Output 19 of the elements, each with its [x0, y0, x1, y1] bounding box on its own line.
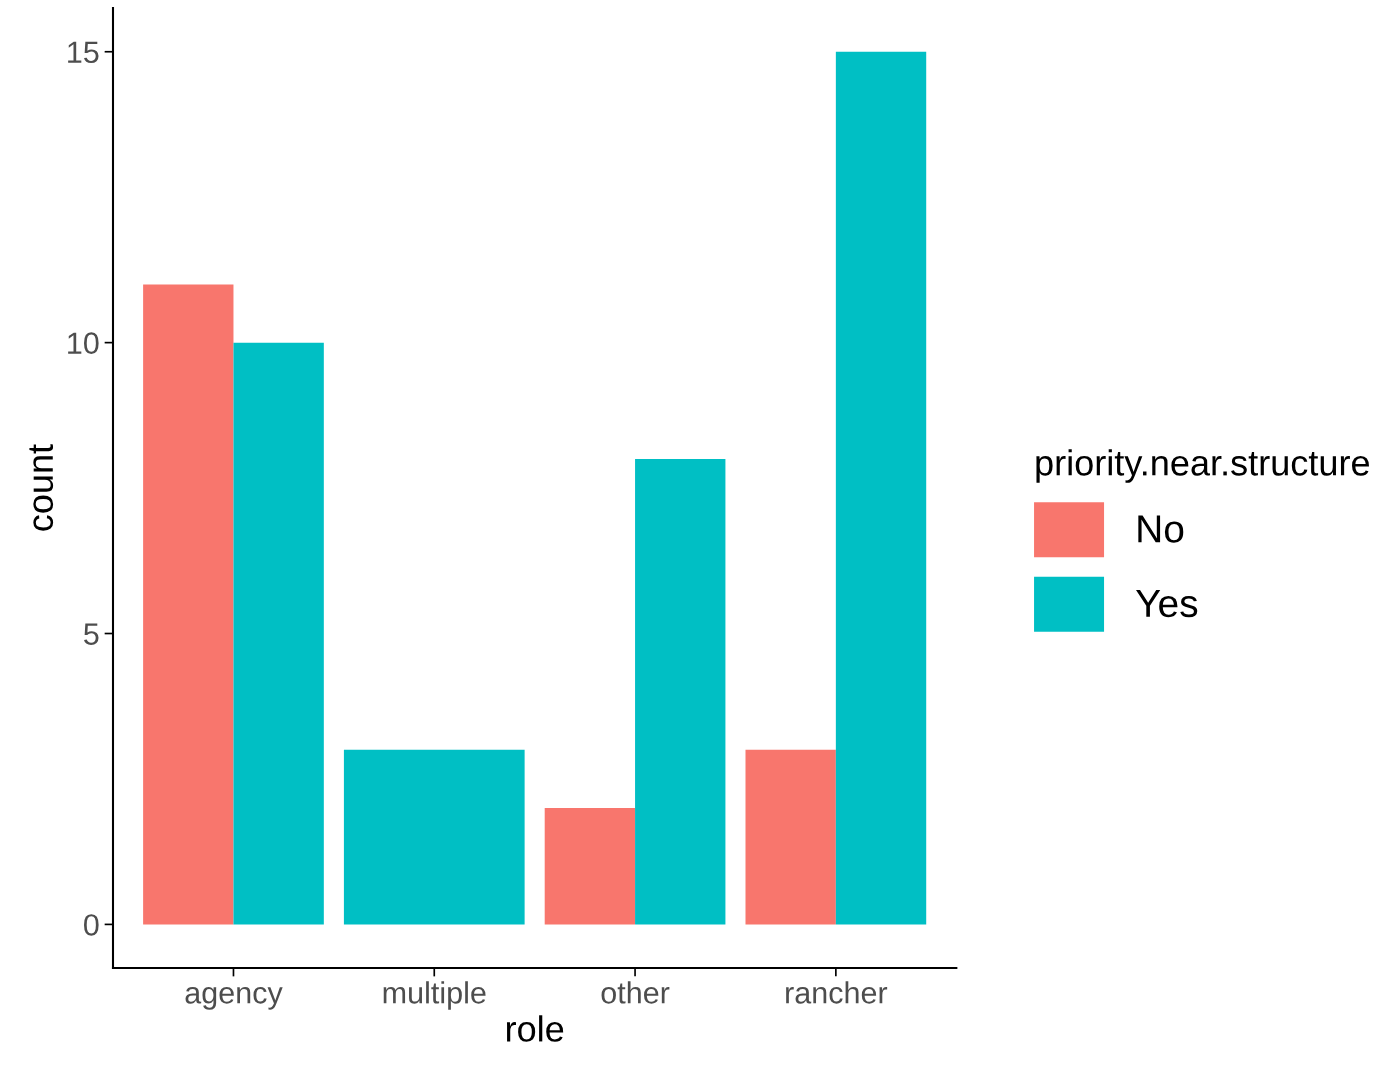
x-tick-label: agency: [185, 986, 283, 1010]
bar: [544, 808, 636, 925]
legend-label: No: [1138, 515, 1184, 543]
x-tick-label: other: [601, 981, 670, 1004]
y-tick-label: 10: [68, 332, 99, 354]
y-tick-label: 15: [68, 41, 99, 64]
y-axis-title: count: [29, 444, 54, 531]
bar: [835, 51, 927, 925]
x-tick-label: rancher: [786, 981, 888, 1004]
y-tick-label: 5: [84, 623, 99, 645]
y-tick-label: 0: [84, 914, 99, 936]
bar: [635, 458, 726, 925]
legend-label: Yes: [1136, 590, 1198, 618]
legend-title: priority.near.structure: [1036, 449, 1369, 483]
x-axis-title: role: [506, 1015, 564, 1042]
bar: [745, 749, 836, 925]
bar: [143, 284, 234, 925]
x-tick-label: multiple: [383, 981, 486, 1010]
bar: [233, 342, 324, 925]
